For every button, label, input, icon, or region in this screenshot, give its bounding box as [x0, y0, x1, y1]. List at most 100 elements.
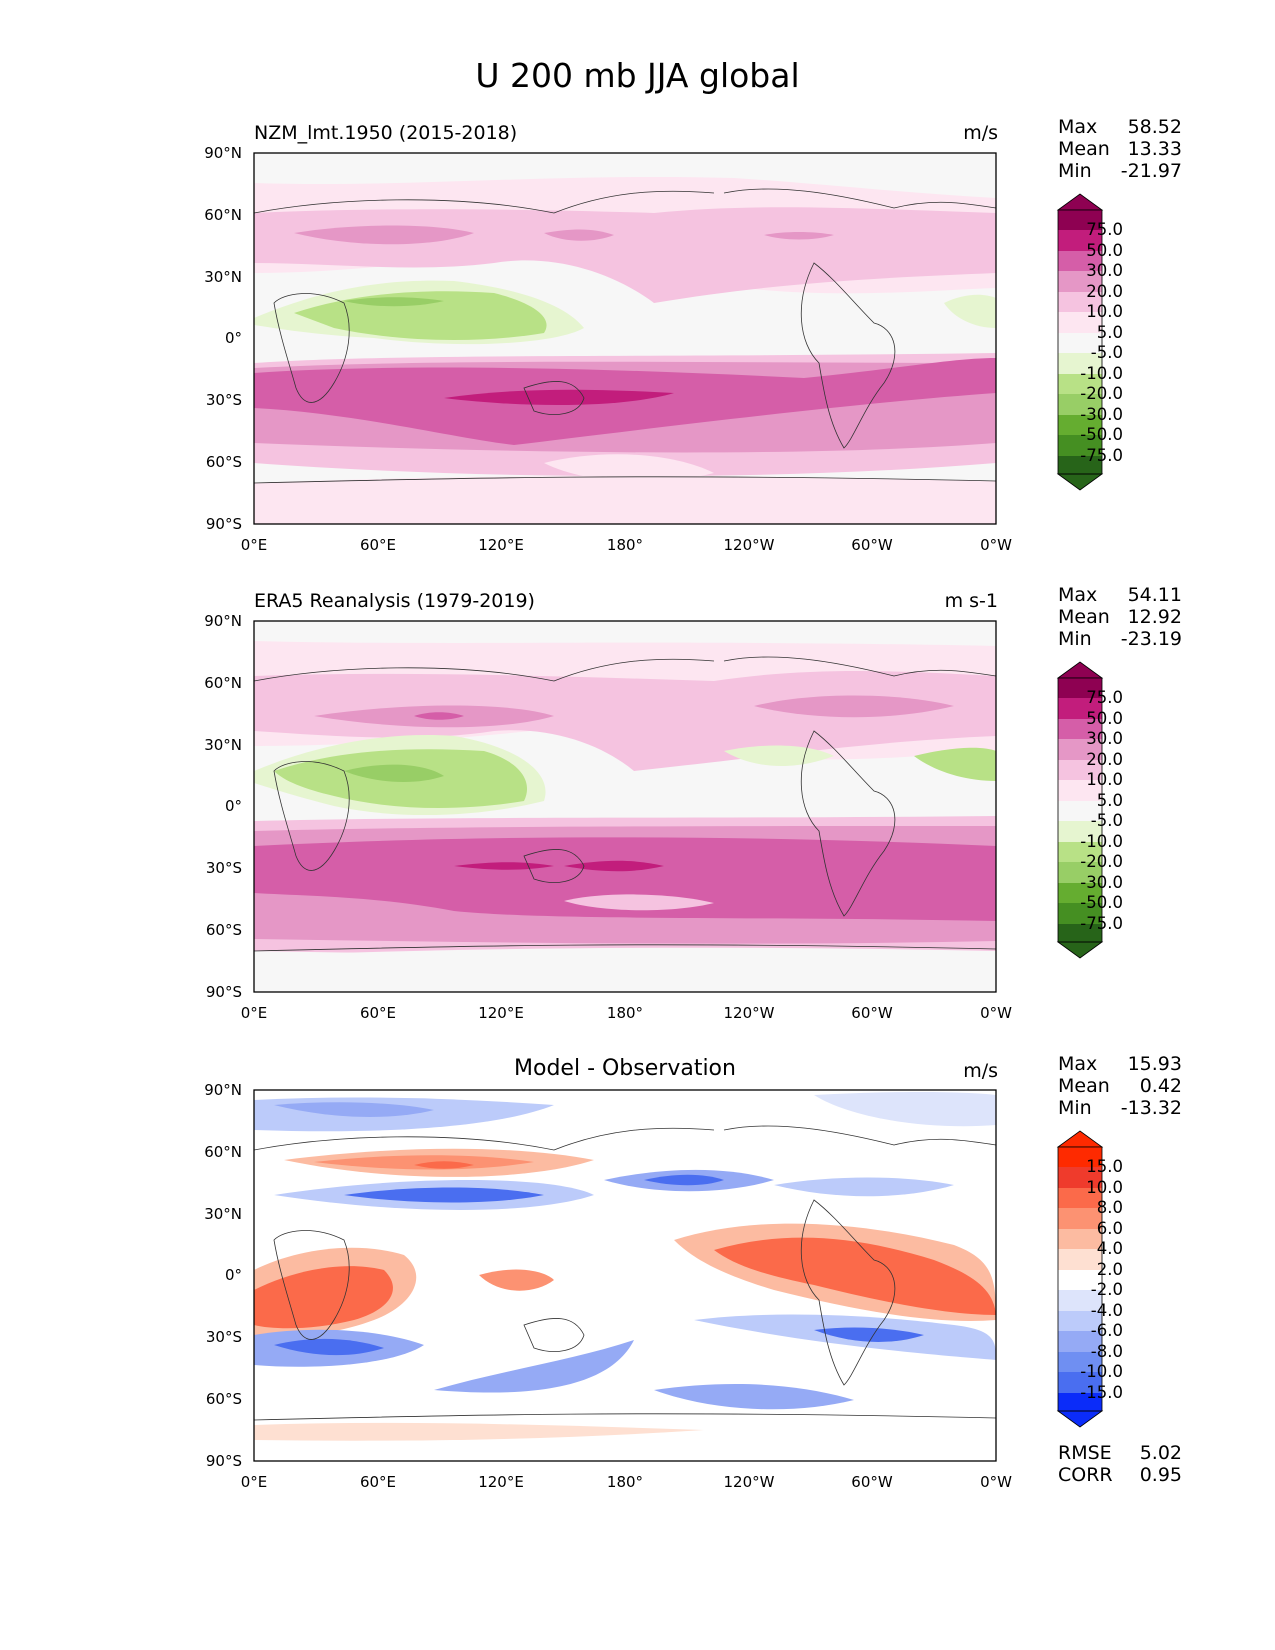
panel-3-cb-seg-2: [1058, 1188, 1102, 1208]
panel-3-mean-value: 0.42: [1139, 1075, 1182, 1097]
panel-3-xtick-120e: 120°E: [478, 1473, 524, 1491]
panel-3-frame: [253, 1089, 997, 1462]
panel-1-cb-label-0: 75.0: [1086, 220, 1123, 239]
panel-1-xtick-0e: 0°E: [240, 536, 268, 554]
panel-2-jet-core-b: [564, 860, 664, 872]
panel-3-xtick-0e: 0°E: [240, 1473, 268, 1491]
panel-1-cb-label-3: 20.0: [1086, 282, 1123, 301]
panel-3-cb-label-7: -4.0: [1090, 1301, 1123, 1320]
panel-2-xtick-120e: 120°E: [478, 1004, 524, 1022]
panel-1-xtick-60e: 60°E: [359, 536, 397, 554]
panel-2-cb-seg-3: [1058, 739, 1102, 760]
panel-2-jet-south: [254, 837, 996, 921]
panel-1-max-label: Max: [1058, 116, 1098, 138]
panel-3-min-value: -13.32: [1120, 1097, 1182, 1119]
panel-1-cb-seg-10: [1058, 415, 1102, 435]
panel-3-cb-seg-11: [1058, 1372, 1102, 1393]
panel-2-cb-label-7: -10.0: [1080, 832, 1123, 851]
panel-1-cb-seg-8: [1058, 374, 1102, 394]
panel-2-cb-seg-2: [1058, 719, 1102, 739]
panel-3-neg-arctic-a-core: [274, 1102, 434, 1117]
panel-3-neg-south-c-core: [814, 1327, 924, 1342]
panel-2-max-label: Max: [1058, 584, 1098, 606]
panel-2-min-value: -23.19: [1120, 628, 1182, 650]
panel-1-cb-frame: [1057, 209, 1103, 475]
panel-2-cb-extend-bottom: [1056, 941, 1104, 959]
panel-1-easterly-atlantic: [944, 294, 996, 328]
panel-3-xtick-180: 180°: [606, 1473, 644, 1491]
panel-3-cb-label-4: 4.0: [1096, 1239, 1123, 1258]
panel-3-title: Model - Observation: [514, 1056, 736, 1081]
panel-3-pos-north-a-core: [314, 1155, 534, 1170]
panel-1-cb-seg-2: [1058, 251, 1102, 271]
panel-2-cb-seg-6: [1058, 801, 1102, 821]
panel-3-pos-polar-south: [254, 1422, 704, 1441]
panel-2-polar-south: [254, 947, 996, 992]
panel-3-max-label: Max: [1058, 1053, 1098, 1075]
panel-3-neg-north-a-core: [344, 1187, 544, 1203]
panel-3-xtick-120w: 120°W: [723, 1473, 775, 1491]
panel-3-cb-seg-10: [1058, 1352, 1102, 1372]
panel-1-cb-extend-bottom: [1056, 473, 1104, 491]
panel-1-ytick-30n: 30°N: [204, 268, 242, 286]
panel-1-cb-seg-5: [1058, 312, 1102, 333]
panel-1-coastlines: [253, 188, 997, 484]
panel-2-cb-seg-7: [1058, 821, 1102, 842]
panel-1-cb-extend-top: [1056, 193, 1104, 211]
panel-3-pos-trop-africa: [254, 1266, 393, 1329]
panel-2-mean-label: Mean: [1058, 606, 1110, 628]
panel-1-xtick-180: 180°: [606, 536, 644, 554]
panel-1-cb-seg-9: [1058, 394, 1102, 415]
panel-3-neg-south-d: [654, 1384, 854, 1410]
panel-2-xtick-0e: 0°E: [240, 1004, 268, 1022]
panel-2-units: m s-1: [944, 590, 998, 612]
panel-1-ytick-0: 0°: [224, 329, 242, 347]
panel-1-mean-label: Mean: [1058, 138, 1110, 160]
panel-1-cb-seg-7: [1058, 353, 1102, 374]
panel-3-neg-south-a-core: [274, 1338, 384, 1356]
panel-2-cb-label-0: 75.0: [1086, 688, 1123, 707]
panel-2-cb-seg-10: [1058, 883, 1102, 903]
panel-3-cb-label-2: 8.0: [1096, 1198, 1123, 1217]
panel-2-colorbar: [1056, 661, 1104, 959]
panel-1-cb-seg-6: [1058, 333, 1102, 353]
main-title: U 200 mb JJA global: [475, 56, 800, 95]
panel-3-units: m/s: [963, 1060, 998, 1082]
panel-3-colorbar: [1056, 1130, 1104, 1428]
panel-1-xtick-0w: 0°W: [980, 536, 1012, 554]
panel-1-patch-south-light: [544, 454, 714, 482]
panel-2-mean-value: 12.92: [1127, 606, 1182, 628]
panel-3-cb-label-6: -2.0: [1090, 1280, 1123, 1299]
panel-2-cb-seg-12: [1058, 924, 1102, 942]
panel-2-min-label: Min: [1058, 628, 1092, 650]
panel-3-coastlines: [253, 1125, 997, 1421]
panel-2-jet-north-atlantic: [754, 695, 954, 718]
panel-3-cb-label-1: 10.0: [1086, 1178, 1123, 1197]
panel-1-ytick-30s: 30°S: [205, 391, 242, 409]
panel-3-ytick-0: 0°: [224, 1266, 242, 1284]
panel-1-xtick-60w: 60°W: [851, 536, 893, 554]
panel-3-neg-arctic-b: [814, 1091, 996, 1127]
panel-3-cb-label-0: 15.0: [1086, 1157, 1123, 1176]
panel-1-jet-north-atlantic: [764, 232, 834, 240]
panel-2-cb-seg-1: [1058, 698, 1102, 719]
panel-2-cb-label-11: -75.0: [1080, 914, 1123, 933]
panel-3-cb-seg-6: [1058, 1270, 1102, 1290]
panel-3-cb-seg-3: [1058, 1208, 1102, 1229]
panel-2-cb-seg-0: [1058, 678, 1102, 698]
panel-2-ytick-30s: 30°S: [205, 859, 242, 877]
panel-1-mean-value: 13.33: [1127, 138, 1182, 160]
panel-1-cb-label-9: -30.0: [1080, 405, 1123, 424]
panel-2-easterly-atlantic: [914, 747, 996, 781]
panel-3-max-value: 15.93: [1127, 1053, 1182, 1075]
panel-3-map: [253, 1089, 997, 1462]
panel-3-ytick-90n: 90°N: [204, 1081, 242, 1099]
panel-3-cb-seg-0: [1058, 1147, 1102, 1167]
panel-2-patch-south: [564, 894, 714, 911]
panel-2-band-north: [254, 671, 996, 771]
panel-1-ytick-60n: 60°N: [204, 206, 242, 224]
panel-2-cb-label-2: 30.0: [1086, 729, 1123, 748]
panel-1-title: NZM_lmt.1950 (2015-2018): [254, 122, 518, 144]
panel-1-ytick-90n: 90°N: [204, 144, 242, 162]
panel-2-title: ERA5 Reanalysis (1979-2019): [254, 590, 535, 612]
